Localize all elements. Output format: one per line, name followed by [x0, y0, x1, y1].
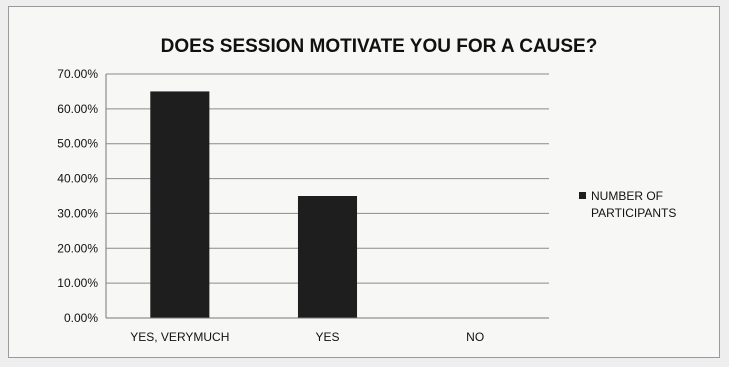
x-category-label: YES	[315, 330, 339, 344]
bars	[150, 91, 358, 318]
legend-swatch	[579, 192, 586, 199]
y-tick-label: 70.00%	[57, 67, 98, 81]
x-axis-categories: YES, VERYMUCH YES NO	[130, 330, 484, 344]
y-tick-label: 0.00%	[64, 311, 98, 325]
y-axis-ticks: 0.00% 10.00% 20.00% 30.00% 40.00% 50.00% 60.00…	[57, 67, 98, 325]
x-category-label: NO	[466, 330, 484, 344]
y-tick-label: 50.00%	[57, 137, 98, 151]
bar-1	[297, 196, 358, 318]
bar-chart: DOES SESSION MOTIVATE YOU FOR A CAUSE? 0…	[57, 36, 676, 344]
x-category-label: YES, VERYMUCH	[130, 330, 229, 344]
y-tick-label: 10.00%	[57, 276, 98, 290]
bar-0	[150, 91, 210, 318]
y-tick-label: 30.00%	[57, 206, 98, 220]
legend: NUMBER OF PARTICIPANTS	[579, 189, 676, 220]
y-tick-label: 40.00%	[57, 172, 98, 186]
y-tick-label: 60.00%	[57, 102, 98, 116]
legend-label-line1: NUMBER OF	[591, 189, 663, 203]
legend-label-line2: PARTICIPANTS	[591, 206, 676, 220]
chart-title: DOES SESSION MOTIVATE YOU FOR A CAUSE?	[161, 36, 598, 57]
chart-frame: DOES SESSION MOTIVATE YOU FOR A CAUSE? 0…	[8, 6, 720, 358]
y-tick-label: 20.00%	[57, 241, 98, 255]
